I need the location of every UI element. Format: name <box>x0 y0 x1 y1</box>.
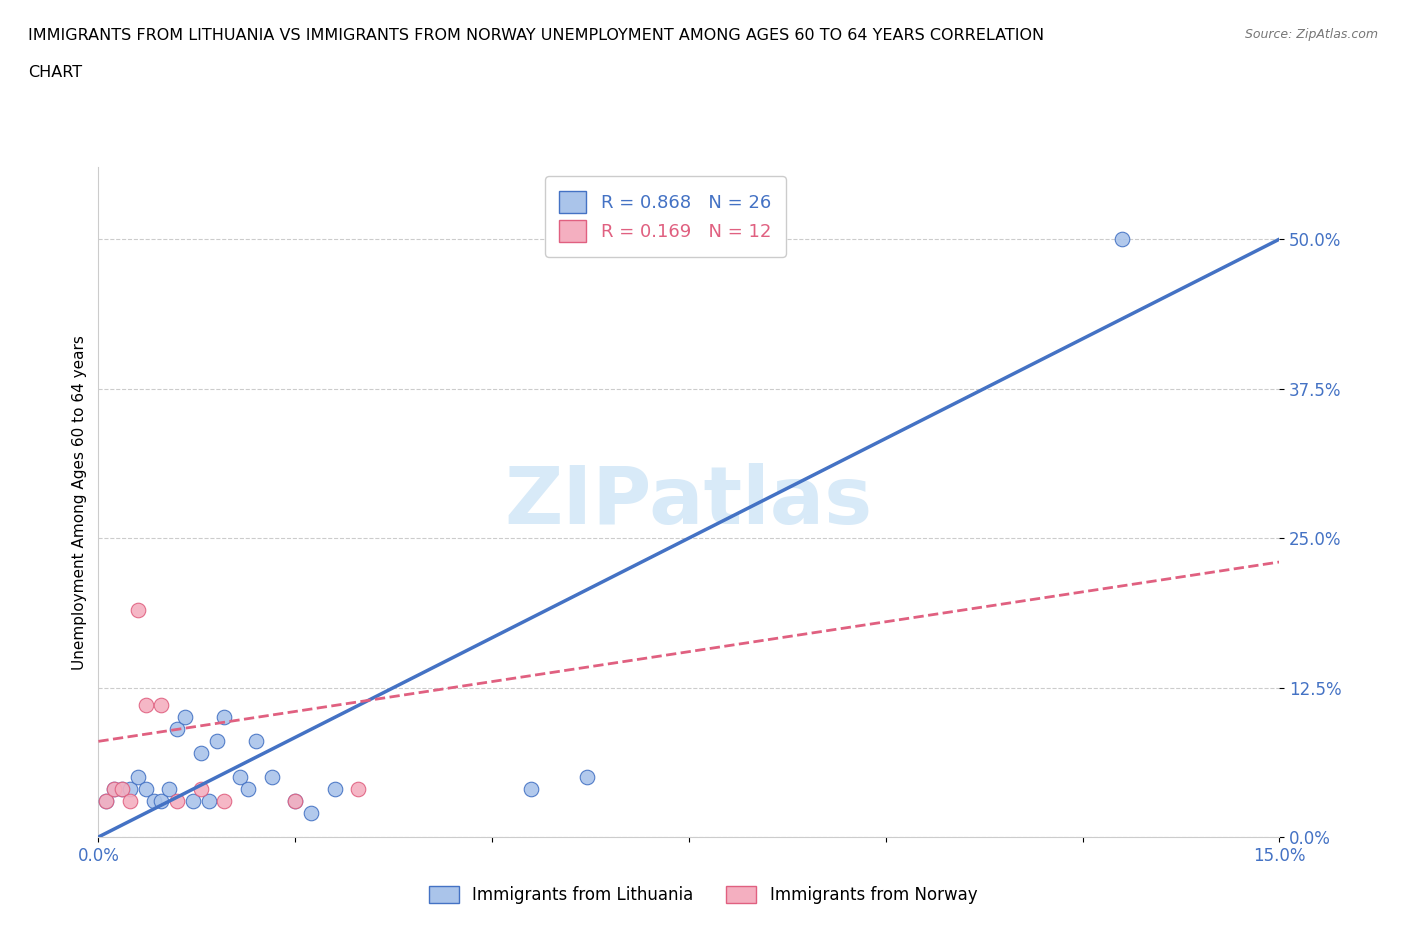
Point <box>205 734 228 749</box>
Point <box>190 782 212 797</box>
Point <box>135 698 157 713</box>
Point <box>284 793 307 808</box>
Legend: R = 0.868   N = 26, R = 0.169   N = 12: R = 0.868 N = 26, R = 0.169 N = 12 <box>546 177 786 257</box>
Point <box>127 603 149 618</box>
Point <box>150 793 173 808</box>
Point <box>214 793 236 808</box>
Point <box>96 793 118 808</box>
Point <box>181 793 204 808</box>
Point <box>299 805 322 820</box>
Point <box>127 770 149 785</box>
Point <box>245 734 267 749</box>
Legend: Immigrants from Lithuania, Immigrants from Norway: Immigrants from Lithuania, Immigrants fr… <box>420 878 986 912</box>
Point <box>229 770 252 785</box>
Text: IMMIGRANTS FROM LITHUANIA VS IMMIGRANTS FROM NORWAY UNEMPLOYMENT AMONG AGES 60 T: IMMIGRANTS FROM LITHUANIA VS IMMIGRANTS … <box>28 28 1045 43</box>
Point <box>111 782 134 797</box>
Point <box>197 793 219 808</box>
Point <box>150 698 173 713</box>
Point <box>260 770 283 785</box>
Point <box>103 782 125 797</box>
Y-axis label: Unemployment Among Ages 60 to 64 years: Unemployment Among Ages 60 to 64 years <box>72 335 87 670</box>
Point <box>575 770 598 785</box>
Point <box>190 746 212 761</box>
Point <box>135 782 157 797</box>
Point <box>236 782 259 797</box>
Point <box>520 782 543 797</box>
Point <box>1111 232 1133 246</box>
Point <box>157 782 180 797</box>
Point <box>347 782 370 797</box>
Point <box>111 782 134 797</box>
Point <box>118 782 141 797</box>
Point <box>323 782 346 797</box>
Point <box>284 793 307 808</box>
Point <box>214 710 236 724</box>
Point <box>142 793 165 808</box>
Text: ZIPatlas: ZIPatlas <box>505 463 873 541</box>
Text: Source: ZipAtlas.com: Source: ZipAtlas.com <box>1244 28 1378 41</box>
Point <box>103 782 125 797</box>
Point <box>118 793 141 808</box>
Point <box>166 793 188 808</box>
Point <box>166 722 188 737</box>
Text: CHART: CHART <box>28 65 82 80</box>
Point <box>96 793 118 808</box>
Point <box>174 710 197 724</box>
